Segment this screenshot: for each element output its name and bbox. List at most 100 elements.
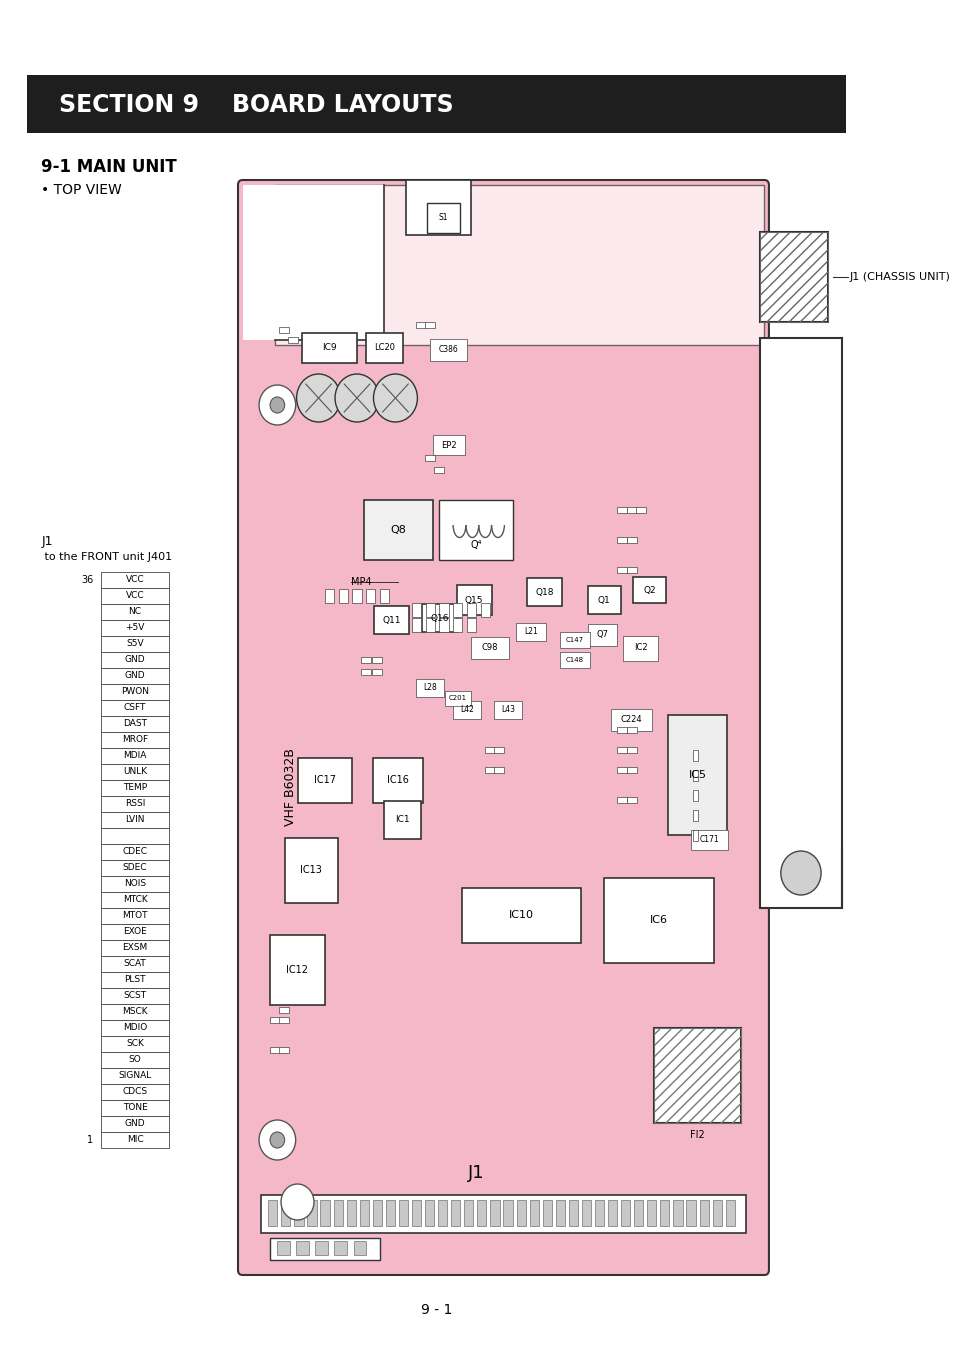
Text: 1: 1 (87, 1135, 93, 1145)
Bar (101, 876, 170, 892)
Bar (626, 727, 636, 733)
Bar (542, 1201, 551, 1226)
Bar (270, 1017, 279, 1023)
Text: C148: C148 (565, 657, 583, 662)
Text: SIGNAL: SIGNAL (118, 1071, 152, 1081)
Bar (373, 758, 423, 803)
Bar (516, 623, 545, 641)
Bar (626, 768, 636, 773)
Bar (692, 769, 698, 781)
Text: MTCK: MTCK (123, 896, 148, 904)
Bar (101, 1132, 170, 1148)
Bar (603, 877, 713, 962)
Text: LVIN: LVIN (125, 816, 145, 824)
Text: UNLK: UNLK (123, 768, 147, 777)
Text: Q16: Q16 (430, 614, 448, 622)
Bar (759, 232, 827, 322)
Text: EXSM: EXSM (122, 943, 148, 952)
Bar (101, 956, 170, 973)
Bar (692, 789, 698, 800)
Bar (101, 1099, 170, 1116)
Text: IC13: IC13 (300, 865, 322, 876)
Bar (270, 935, 325, 1005)
Text: 9-1 MAIN UNIT: 9-1 MAIN UNIT (41, 158, 176, 175)
Bar (101, 621, 170, 635)
Bar (712, 1201, 721, 1226)
Bar (278, 1006, 289, 1013)
Bar (101, 796, 170, 812)
Bar (437, 1201, 447, 1226)
Bar (284, 838, 337, 902)
Bar (626, 747, 636, 753)
Bar (595, 1201, 603, 1226)
Bar (101, 1085, 170, 1099)
Bar (315, 1241, 328, 1255)
Text: SO: SO (129, 1055, 141, 1064)
Bar (278, 1017, 289, 1023)
Bar (494, 768, 503, 773)
Bar (516, 1201, 525, 1226)
Text: IC2: IC2 (634, 643, 647, 653)
Bar (425, 455, 435, 461)
Bar (610, 710, 652, 731)
Text: DAST: DAST (123, 719, 147, 728)
Bar (633, 577, 666, 603)
Bar (101, 812, 170, 828)
Text: Q2: Q2 (643, 585, 656, 595)
Bar (568, 1201, 578, 1226)
Text: CDCS: CDCS (122, 1087, 148, 1097)
Bar (634, 1201, 642, 1226)
Bar (101, 940, 170, 956)
Bar (363, 500, 432, 560)
Text: Q1: Q1 (598, 595, 610, 604)
Bar (425, 1201, 434, 1226)
Bar (101, 861, 170, 876)
Text: 36: 36 (81, 575, 93, 585)
Circle shape (335, 374, 378, 422)
Text: J1 (CHASSIS UNIT): J1 (CHASSIS UNIT) (848, 272, 949, 282)
Bar (374, 606, 409, 634)
Text: TEMP: TEMP (123, 784, 147, 792)
Bar (101, 1052, 170, 1068)
Text: L43: L43 (500, 706, 515, 715)
Bar (453, 603, 462, 616)
Bar (484, 747, 495, 753)
Bar (334, 1201, 342, 1226)
Bar (466, 603, 476, 616)
Bar (412, 1201, 420, 1226)
Text: 9 - 1: 9 - 1 (420, 1303, 452, 1317)
Bar (270, 1047, 279, 1054)
Bar (101, 908, 170, 924)
Bar (416, 322, 426, 328)
Bar (494, 747, 503, 753)
Text: FI2: FI2 (689, 1129, 704, 1140)
Bar (307, 1201, 316, 1226)
Bar (288, 337, 297, 343)
Bar (490, 1201, 499, 1226)
Bar (453, 618, 462, 631)
Bar (432, 434, 464, 455)
Bar (617, 747, 627, 753)
Text: VCC: VCC (126, 591, 144, 600)
Bar (242, 185, 384, 340)
Text: GND: GND (125, 672, 145, 680)
Bar (626, 507, 636, 513)
Text: S5V: S5V (126, 639, 144, 649)
Text: Q7: Q7 (596, 630, 608, 639)
Bar (503, 1201, 512, 1226)
Circle shape (373, 374, 417, 422)
Bar (494, 701, 521, 719)
Text: TONE: TONE (123, 1103, 148, 1113)
Text: SECTION 9    BOARD LAYOUTS: SECTION 9 BOARD LAYOUTS (59, 93, 454, 117)
Bar (101, 987, 170, 1004)
Text: • TOP VIEW: • TOP VIEW (41, 183, 122, 197)
Bar (101, 780, 170, 796)
Bar (101, 1116, 170, 1132)
Bar (559, 631, 589, 648)
Bar (699, 1201, 708, 1226)
Bar (101, 1020, 170, 1036)
Bar (385, 1201, 395, 1226)
Text: IC6: IC6 (649, 915, 667, 925)
Text: IC16: IC16 (387, 774, 409, 785)
Text: CDEC: CDEC (122, 847, 148, 857)
